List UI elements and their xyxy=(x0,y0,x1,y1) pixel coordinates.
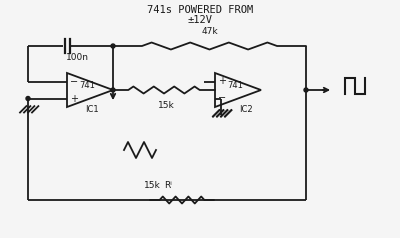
Circle shape xyxy=(26,96,30,100)
Text: −: − xyxy=(218,94,226,104)
Text: IC1: IC1 xyxy=(85,105,99,114)
Text: 741s POWERED FROM: 741s POWERED FROM xyxy=(147,5,253,15)
Circle shape xyxy=(111,88,115,92)
Text: 100n: 100n xyxy=(66,54,88,63)
Text: 15k: 15k xyxy=(158,101,174,110)
Text: Rⁱ: Rⁱ xyxy=(164,181,172,190)
Text: 741: 741 xyxy=(79,81,95,90)
Text: 15k: 15k xyxy=(144,181,160,190)
Circle shape xyxy=(304,88,308,92)
Text: +: + xyxy=(70,94,78,104)
Text: IC2: IC2 xyxy=(239,105,253,114)
Text: −: − xyxy=(70,76,78,86)
Text: ±12V: ±12V xyxy=(188,15,212,25)
Circle shape xyxy=(111,44,115,48)
Text: +: + xyxy=(218,76,226,86)
Text: 47k: 47k xyxy=(201,27,218,36)
Text: 741: 741 xyxy=(227,81,243,90)
